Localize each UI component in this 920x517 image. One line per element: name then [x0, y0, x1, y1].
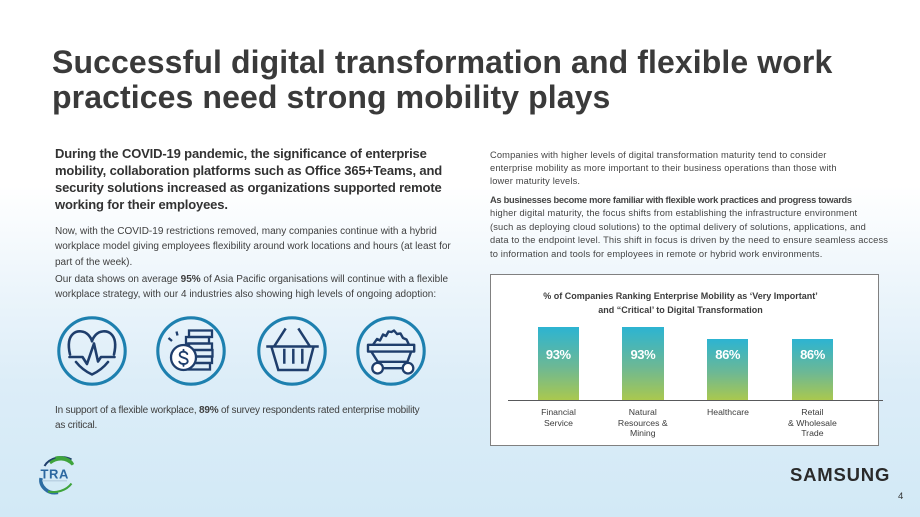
svg-text:TRA: TRA: [41, 467, 70, 482]
